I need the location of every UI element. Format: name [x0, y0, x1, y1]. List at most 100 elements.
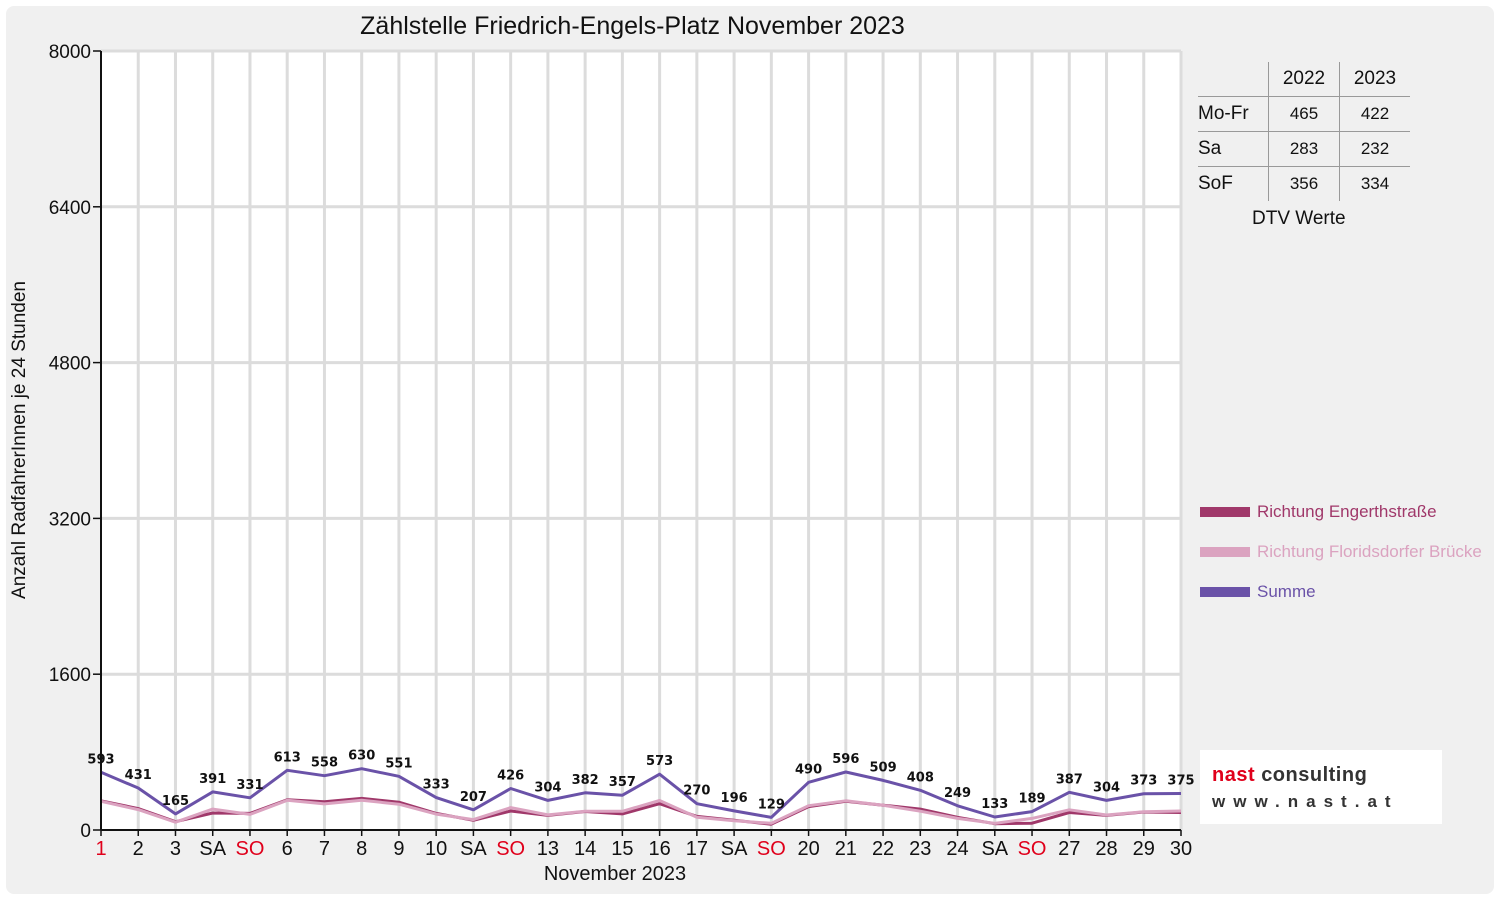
chart-title: Zählstelle Friedrich-Engels-Platz Novemb…: [360, 12, 905, 40]
data-label: 373: [1130, 774, 1157, 789]
data-label: 382: [572, 773, 599, 788]
data-label: 391: [199, 772, 226, 787]
data-label: 249: [944, 786, 971, 801]
series-lines: [100, 767, 1182, 826]
data-label: 630: [348, 749, 375, 764]
x-tick-label: 10: [425, 838, 447, 860]
dtv-row-label: SoF: [1198, 166, 1269, 201]
data-label: 551: [385, 756, 412, 771]
dtv-corner: [1198, 62, 1269, 97]
x-tick-label: SO: [236, 838, 265, 860]
dtv-cell: 465: [1268, 96, 1340, 132]
data-label: 189: [1018, 792, 1045, 807]
x-tick-label: SA: [981, 838, 1008, 860]
x-axis-label: November 2023: [543, 863, 687, 885]
x-tick-label: 17: [686, 838, 708, 860]
dtv-row: SoF 356 334: [1198, 166, 1410, 201]
x-tick-label: 30: [1170, 838, 1192, 860]
dtv-table: 2022 2023 Mo-Fr 465 422 Sa 283 232 SoF 3…: [1198, 62, 1410, 201]
x-tick-label: SA: [460, 838, 487, 860]
legend: Richtung Engerthstraße Richtung Floridsd…: [1200, 492, 1482, 612]
x-tick-label: SA: [721, 838, 748, 860]
data-label: 573: [646, 754, 673, 769]
y-tick-label: 1600: [49, 665, 91, 686]
data-label: 207: [460, 790, 487, 805]
legend-item: Richtung Engerthstraße: [1200, 492, 1482, 532]
data-label: 165: [162, 794, 189, 809]
x-tick-label: 16: [648, 838, 670, 860]
legend-swatch: [1200, 587, 1250, 597]
legend-swatch: [1200, 547, 1250, 557]
x-tick-label: 9: [393, 838, 404, 860]
company-logo: nast consulting www.nast.at: [1200, 750, 1442, 824]
logo-wordmark: nast consulting: [1212, 764, 1367, 787]
legend-label: Richtung Engerthstraße: [1257, 502, 1437, 521]
x-tick-label: SA: [199, 838, 226, 860]
y-tick-label: 3200: [49, 509, 91, 530]
x-tick-label: 8: [356, 838, 367, 860]
data-label: 133: [981, 797, 1008, 812]
x-tick-label: 28: [1095, 838, 1117, 860]
legend-label: Richtung Floridsdorfer Brücke: [1257, 542, 1482, 561]
x-tick-label: 6: [282, 838, 293, 860]
series-line: [100, 767, 1182, 819]
dtv-header-2022: 2022: [1268, 62, 1340, 97]
data-label: 333: [423, 778, 450, 793]
data-label: 304: [534, 780, 561, 795]
data-label: 196: [721, 791, 748, 806]
series-line: [100, 798, 1182, 825]
data-label: 129: [758, 797, 785, 812]
dtv-cell: 422: [1339, 96, 1410, 132]
dtv-row-label: Mo-Fr: [1198, 96, 1269, 132]
data-label: 558: [311, 756, 338, 771]
y-tick-label: 6400: [49, 198, 91, 219]
dtv-cell: 334: [1339, 166, 1410, 201]
x-tick-label: 21: [835, 838, 857, 860]
logo-brand-a: nast: [1212, 764, 1256, 786]
x-tick-label: 23: [909, 838, 931, 860]
x-tick-label: SO: [496, 838, 525, 860]
y-tick-label: 4800: [49, 354, 91, 375]
legend-item: Summe: [1200, 572, 1482, 612]
dtv-caption: DTV Werte: [1252, 208, 1346, 229]
x-tick-label: SO: [757, 838, 786, 860]
dtv-header-2023: 2023: [1339, 62, 1410, 97]
x-tick-label: 1: [95, 838, 106, 860]
data-label: 490: [795, 762, 822, 777]
x-tick-label: 22: [872, 838, 894, 860]
y-tick-label: 8000: [49, 42, 91, 63]
data-label: 509: [869, 760, 896, 775]
data-label: 270: [683, 784, 710, 799]
dtv-cell: 283: [1268, 131, 1340, 167]
data-label: 331: [236, 778, 263, 793]
x-tick-label: 14: [574, 838, 596, 860]
dtv-row-label: Sa: [1198, 131, 1269, 167]
y-tick-label: 0: [80, 821, 91, 842]
data-label: 387: [1056, 772, 1083, 787]
legend-item: Richtung Floridsdorfer Brücke: [1200, 532, 1482, 572]
dtv-row: Sa 283 232: [1198, 131, 1410, 167]
data-label: 426: [497, 769, 524, 784]
x-tick-label: 24: [946, 838, 968, 860]
data-label: 304: [1093, 780, 1120, 795]
grid-lines: [101, 49, 1183, 830]
legend-label: Summe: [1257, 582, 1316, 601]
data-label: 408: [907, 770, 934, 785]
plot-area: [101, 51, 1181, 830]
x-tick-label: 3: [170, 838, 181, 860]
data-labels: 5934311653913316135586305513332074263043…: [87, 749, 1194, 813]
x-tick-label: 2: [133, 838, 144, 860]
x-tick-label: 27: [1058, 838, 1080, 860]
x-tick-label: 15: [611, 838, 633, 860]
legend-swatch: [1200, 507, 1250, 517]
dtv-cell: 356: [1268, 166, 1340, 201]
data-label: 357: [609, 775, 636, 790]
logo-url: www.nast.at: [1212, 792, 1399, 811]
data-label: 375: [1167, 773, 1194, 788]
x-tick-label: 13: [537, 838, 559, 860]
logo-brand-b: consulting: [1261, 764, 1368, 786]
x-tick-label: 7: [319, 838, 330, 860]
data-label: 596: [832, 752, 859, 767]
